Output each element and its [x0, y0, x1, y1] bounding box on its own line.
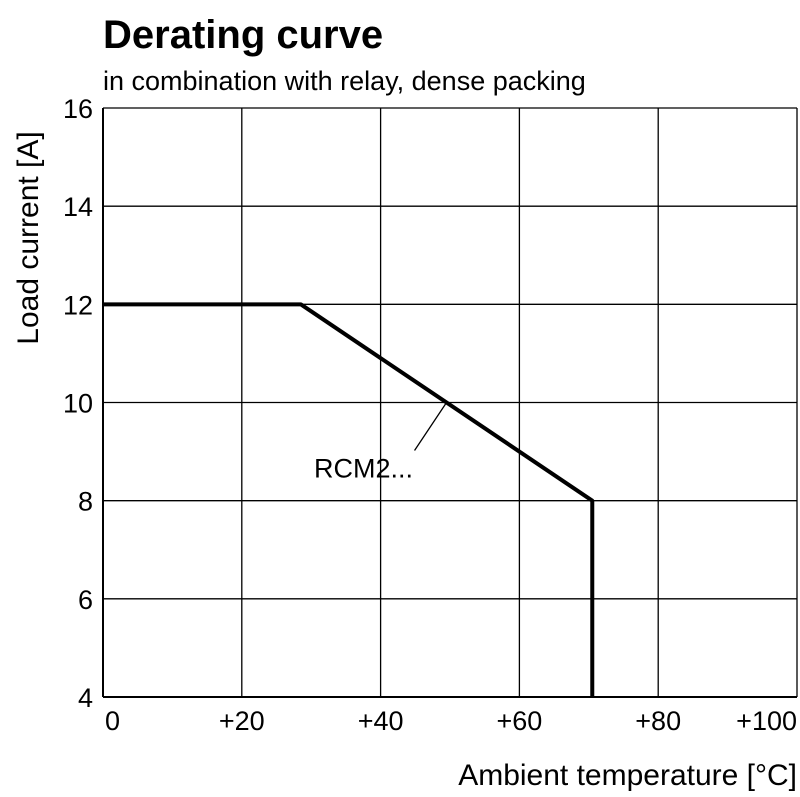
x-tick-label: +100: [736, 706, 797, 736]
y-tick-label: 4: [78, 683, 93, 713]
x-tick-label: +80: [635, 706, 681, 736]
annotation-leader: [413, 402, 448, 451]
chart-subtitle: in combination with relay, dense packing: [103, 66, 586, 96]
y-tick-label: 6: [78, 585, 93, 615]
y-tick-label: 14: [63, 192, 93, 222]
y-tick-label: 8: [78, 487, 93, 517]
x-tick-label: +40: [358, 706, 404, 736]
chart-title: Derating curve: [103, 13, 383, 57]
y-tick-label: 10: [63, 389, 93, 419]
series-label: RCM2...: [314, 454, 413, 484]
x-tick-label: 0: [105, 706, 120, 736]
y-axis-title: Load current [A]: [12, 131, 45, 344]
x-tick-label: +60: [496, 706, 542, 736]
x-tick-label: +20: [219, 706, 265, 736]
x-axis-title: Ambient temperature [°C]: [458, 759, 797, 792]
y-tick-label: 16: [63, 94, 93, 124]
y-tick-label: 12: [63, 290, 93, 320]
